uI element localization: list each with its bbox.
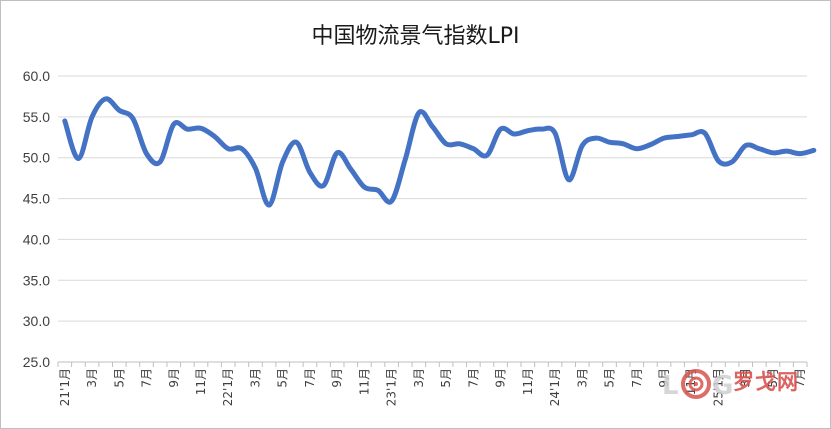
x-axis: 21'1月 3月 5月 7月 9月 11月 22'1月 3月 5月 7月 9月 11月 23'1月 3月 5…	[57, 361, 808, 406]
y-tick-label: 25.0	[23, 354, 50, 370]
y-tick-label: 30.0	[23, 313, 50, 329]
x-tick-label: 23'1月	[385, 368, 399, 406]
y-tick-label: 55.0	[23, 109, 50, 125]
x-tick-label: 9月	[494, 368, 508, 388]
x-tick-label: 7月	[630, 368, 644, 388]
series-line-lpi	[62, 96, 817, 208]
x-tick-label: 5月	[603, 368, 617, 388]
x-tick-label: 21'1月	[58, 368, 72, 406]
x-tick-label: 5月	[439, 368, 453, 388]
x-tick-label: 11月	[521, 368, 535, 395]
x-tick-label: 24'1月	[548, 368, 562, 406]
y-tick-label: 45.0	[23, 191, 50, 207]
x-tick-label: 3月	[412, 368, 426, 388]
x-tick-label: 7月	[466, 368, 480, 388]
x-tick-label: 5月	[766, 368, 780, 388]
y-tick-label: 60.0	[23, 68, 50, 84]
svg-text:G: G	[712, 371, 733, 401]
watermark-logo: L G	[662, 364, 822, 404]
watermark-text: 罗戈网	[733, 370, 799, 394]
x-tick-label: 7月	[140, 368, 154, 388]
y-tick-label: 35.0	[23, 272, 50, 288]
x-tick-label: 3月	[739, 368, 753, 388]
svg-text:L: L	[662, 371, 679, 401]
x-tick-label: 7月	[793, 368, 807, 388]
x-tick-label: 7月	[303, 368, 317, 388]
x-tick-label: 3月	[575, 368, 589, 388]
chart-title: 中国物流景气指数LPI	[311, 24, 520, 49]
x-tick-label: 3月	[248, 368, 262, 388]
y-axis: 25.0 30.0 35.0 40.0 45.0 50.0 55.0 60.0	[23, 68, 50, 370]
x-tick-label: 5月	[112, 368, 126, 388]
x-tick-label: 9月	[330, 368, 344, 388]
y-tick-label: 50.0	[23, 150, 50, 166]
x-tick-label: 9月	[657, 368, 671, 388]
x-tick-label: 3月	[85, 368, 99, 388]
x-tick-label: 5月	[276, 368, 290, 388]
x-tick-label: 9月	[167, 368, 181, 388]
x-tick-label: 11月	[357, 368, 371, 395]
x-tick-label: 25'1月	[711, 368, 725, 406]
gridlines	[58, 75, 807, 363]
x-tick-label: 22'1月	[221, 368, 235, 406]
x-tick-label: 11月	[194, 368, 208, 395]
y-tick-label: 40.0	[23, 231, 50, 247]
